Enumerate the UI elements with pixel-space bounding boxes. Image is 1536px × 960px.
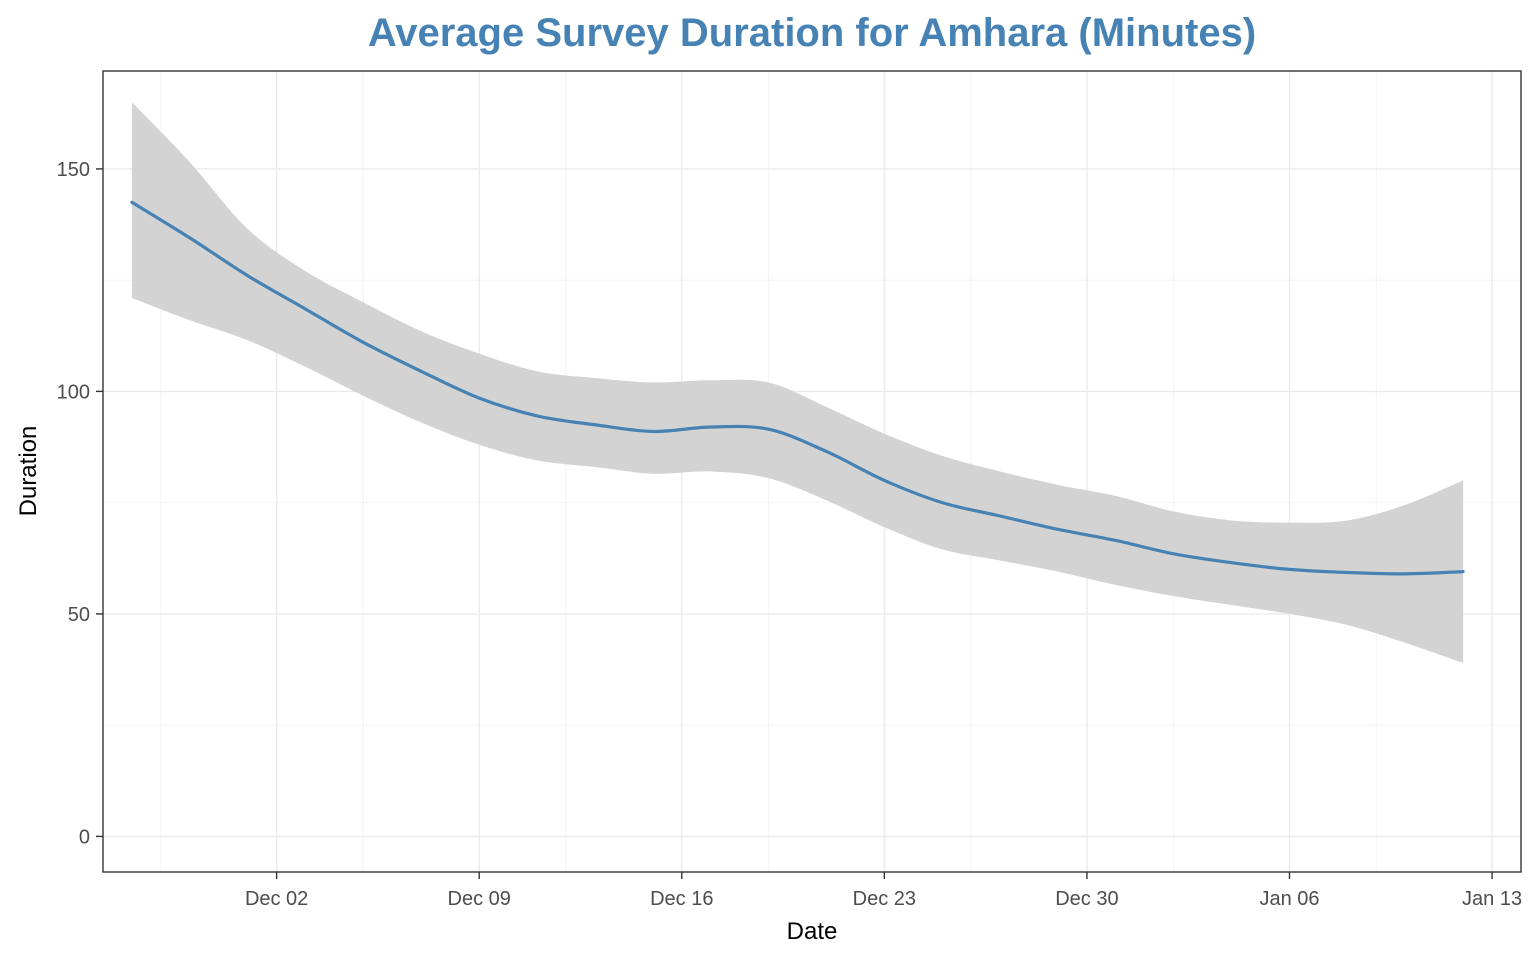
confidence-band (131, 102, 1464, 663)
x-tick-label: Dec 30 (1055, 888, 1118, 910)
y-tick-label: 100 (57, 381, 90, 403)
y-tick-label: 150 (57, 159, 90, 181)
plot-panel (102, 70, 1522, 873)
y-axis: 0 50 100 150 (57, 159, 103, 848)
chart-title: Average Survey Duration for Amhara (Minu… (368, 11, 1256, 55)
panel-border (102, 70, 1522, 873)
x-tick-label: Dec 09 (448, 888, 511, 910)
trend-line (130, 200, 1465, 576)
y-tick-label: 0 (79, 826, 90, 848)
x-axis: Dec 02 Dec 09 Dec 16 Dec 23 Dec 30 Jan 06 Jan … (245, 872, 1522, 910)
y-axis-title: Duration (15, 426, 42, 517)
x-tick-label: Dec 02 (245, 888, 308, 910)
x-axis-title: Date (787, 918, 838, 945)
y-tick-label: 50 (68, 604, 90, 626)
x-tick-label: Jan 13 (1462, 888, 1522, 910)
x-tick-label: Dec 16 (650, 888, 713, 910)
x-tick-label: Jan 06 (1259, 888, 1319, 910)
x-tick-label: Dec 23 (853, 888, 916, 910)
minor-gridlines (103, 71, 1521, 872)
